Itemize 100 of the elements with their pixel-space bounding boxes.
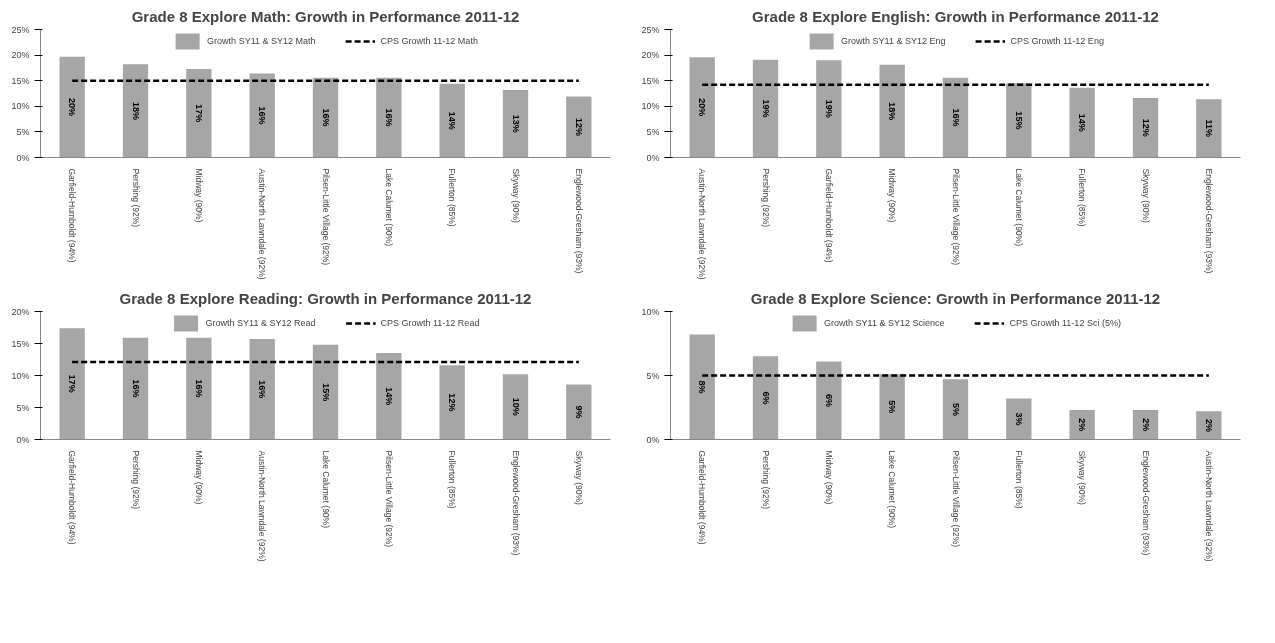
y-tick-label: 10% <box>641 306 660 317</box>
x-tick-label: Englewood-Gresham (93%) <box>510 450 521 556</box>
data-label: 9% <box>573 405 584 419</box>
data-label: 19% <box>823 99 834 118</box>
x-tick-label: Skyway (90%) <box>1140 168 1151 223</box>
data-label: 18% <box>887 102 898 121</box>
y-tick-label: 20% <box>641 50 660 61</box>
x-tick-label: Austin-North Lawndale (92%) <box>257 450 268 562</box>
x-tick-label: Fullerton (85%) <box>1077 168 1088 227</box>
x-tick-label: Englewood-Gresham (93%) <box>1140 450 1151 556</box>
x-tick-label: Midway (90%) <box>193 168 204 223</box>
legend-label: CPS Growth 11-12 Math <box>380 36 478 46</box>
data-label: 20% <box>67 98 78 117</box>
x-tick-label: Pershing (92%) <box>760 450 771 510</box>
legend-label: CPS Growth 11-12 Sci (5%) <box>1009 318 1121 328</box>
x-tick-label: Lake Calumet (90%) <box>887 450 898 529</box>
x-tick-label: Fullerton (85%) <box>1013 450 1024 509</box>
x-tick-label: Skyway (90%) <box>573 450 584 505</box>
chart-title: Grade 8 Explore Science: Growth in Performance 2011-12 <box>750 289 1161 307</box>
data-label: 2% <box>1140 418 1151 432</box>
x-tick-label: Fullerton (85%) <box>447 450 458 509</box>
data-label: 16% <box>193 379 204 398</box>
data-label: 11% <box>1203 119 1214 138</box>
data-label: 2% <box>1077 418 1088 432</box>
x-tick-label: Pershing (92%) <box>760 168 771 228</box>
legend-label: Growth SY11 & SY12 Math <box>207 36 316 46</box>
y-tick-label: 5% <box>646 126 660 137</box>
y-tick-label: 15% <box>11 75 30 86</box>
x-tick-label: Pershing (92%) <box>130 168 141 228</box>
x-tick-label: Fullerton (85%) <box>447 168 458 227</box>
chart-title: Grade 8 Explore English: Growth in Performance 2011-12 <box>752 7 1159 25</box>
x-tick-label: Midway (90%) <box>193 450 204 505</box>
y-tick-label: 20% <box>11 306 30 317</box>
data-label: 5% <box>887 400 898 414</box>
y-tick-label: 5% <box>646 370 660 381</box>
x-tick-label: Pilsen-Little Village (92%) <box>950 450 961 548</box>
data-label: 19% <box>760 99 771 118</box>
y-tick-label: 25% <box>11 24 30 35</box>
chart-title: Grade 8 Explore Reading: Growth in Performance 2011-12 <box>119 289 532 307</box>
y-tick-label: 15% <box>11 338 30 349</box>
y-tick-label: 0% <box>16 152 30 163</box>
data-label: 16% <box>320 108 331 127</box>
data-label: 6% <box>760 391 771 405</box>
x-tick-label: Austin-North Lawndale (92%) <box>1203 450 1214 562</box>
x-tick-label: Pilsen-Little Village (92%) <box>950 168 961 266</box>
x-tick-label: Skyway (90%) <box>1077 450 1088 505</box>
data-label: 2% <box>1203 418 1214 432</box>
legend-label: CPS Growth 11-12 Read <box>380 318 480 328</box>
data-label: 16% <box>130 379 141 398</box>
x-tick-label: Englewood-Gresham (93%) <box>1203 168 1214 274</box>
y-tick-label: 10% <box>11 370 30 381</box>
data-label: 18% <box>130 101 141 120</box>
data-label: 3% <box>1013 412 1024 426</box>
data-label: 12% <box>573 118 584 137</box>
x-tick-label: Midway (90%) <box>823 450 834 505</box>
data-label: 16% <box>257 380 268 399</box>
x-tick-label: Lake Calumet (90%) <box>383 168 394 247</box>
y-tick-label: 25% <box>641 24 660 35</box>
data-label: 15% <box>1013 111 1024 130</box>
y-tick-label: 15% <box>641 75 660 86</box>
y-tick-label: 0% <box>646 434 660 445</box>
data-label: 14% <box>383 387 394 406</box>
y-tick-label: 0% <box>646 152 660 163</box>
x-tick-label: Garfield-Humboldt (94%) <box>67 168 78 263</box>
data-label: 13% <box>510 114 521 133</box>
data-label: 12% <box>447 393 458 412</box>
x-tick-label: Austin-North Lawndale (92%) <box>697 168 708 280</box>
y-tick-label: 5% <box>16 402 30 413</box>
y-tick-label: 10% <box>11 101 30 112</box>
data-label: 16% <box>383 108 394 127</box>
data-label: 15% <box>320 383 331 402</box>
x-tick-label: Lake Calumet (90%) <box>320 450 331 529</box>
x-tick-label: Midway (90%) <box>887 168 898 223</box>
data-label: 6% <box>823 393 834 407</box>
x-tick-label: Austin-North Lawndale (92%) <box>257 168 268 280</box>
legend-label: CPS Growth 11-12 Eng <box>1010 36 1104 46</box>
y-tick-label: 5% <box>16 126 30 137</box>
data-label: 8% <box>697 380 708 394</box>
data-label: 12% <box>1140 118 1151 137</box>
x-tick-label: Pershing (92%) <box>130 450 141 510</box>
legend-label: Growth SY11 & SY12 Read <box>205 318 316 328</box>
legend-label: Growth SY11 & SY12 Science <box>824 318 945 328</box>
x-tick-label: Pilsen-Little Village (92%) <box>383 450 394 548</box>
y-tick-label: 20% <box>11 50 30 61</box>
data-label: 14% <box>1077 113 1088 132</box>
legend-label: Growth SY11 & SY12 Eng <box>841 36 946 46</box>
data-label: 16% <box>950 108 961 127</box>
data-label: 14% <box>447 111 458 130</box>
x-tick-label: Garfield-Humboldt (94%) <box>67 450 78 545</box>
x-tick-label: Garfield-Humboldt (94%) <box>697 450 708 545</box>
data-label: 17% <box>193 104 204 123</box>
data-label: 5% <box>950 402 961 416</box>
x-tick-label: Skyway (90%) <box>510 168 521 223</box>
y-tick-label: 10% <box>641 101 660 112</box>
data-label: 20% <box>697 98 708 117</box>
data-label: 16% <box>257 106 268 125</box>
x-tick-label: Pilsen-Little Village (92%) <box>320 168 331 266</box>
data-label: 17% <box>67 374 78 393</box>
x-tick-label: Lake Calumet (90%) <box>1013 168 1024 247</box>
x-tick-label: Garfield-Humboldt (94%) <box>823 168 834 263</box>
